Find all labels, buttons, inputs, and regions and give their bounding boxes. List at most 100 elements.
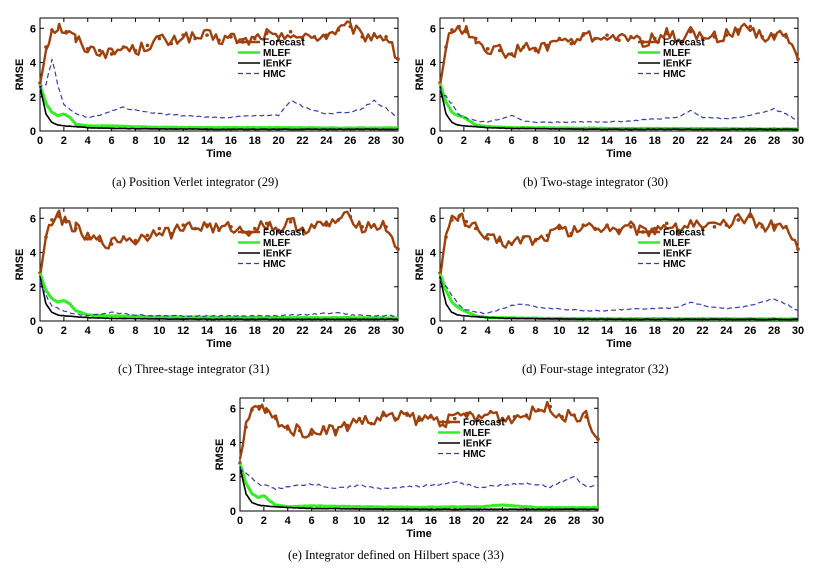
forecast-point bbox=[509, 242, 514, 246]
x-tick-label: 20 bbox=[473, 515, 485, 527]
legend-marker bbox=[247, 40, 251, 44]
chart-svg-e: 0 2 4 6 8 10 12 14 16 18 20 22 24 26 28 300246TimeRMSEF… bbox=[214, 397, 604, 540]
y-tick-label: 4 bbox=[30, 58, 37, 70]
caption-e: (e) Integrator defined on Hilbert space … bbox=[288, 548, 504, 562]
forecast-point bbox=[333, 428, 338, 433]
x-tick-label: 22 bbox=[296, 325, 308, 337]
chart-svg-c: 0 2 4 6 8 10 12 14 16 18 20 22 24 26 28 300246TimeRMSEF… bbox=[14, 207, 404, 350]
forecast-point bbox=[253, 226, 257, 231]
chart-svg-d: 0 2 4 6 8 10 12 14 16 18 20 22 24 26 28 300246TimeRMSEF… bbox=[414, 207, 804, 350]
forecast-point bbox=[276, 38, 281, 43]
forecast-point bbox=[50, 28, 54, 32]
x-tick-label: 20 bbox=[273, 325, 285, 337]
x-tick-label: 0 bbox=[437, 325, 443, 337]
forecast-point bbox=[205, 33, 209, 37]
x-axis-label: Time bbox=[606, 338, 631, 350]
x-tick-label: 28 bbox=[368, 135, 380, 147]
series-line-mlef bbox=[38, 272, 399, 320]
x-tick-label: 0 bbox=[37, 325, 43, 337]
x-tick-label: 10 bbox=[153, 135, 165, 147]
forecast-point bbox=[217, 228, 221, 233]
forecast-point bbox=[372, 33, 376, 37]
forecast-point bbox=[476, 418, 481, 423]
forecast-point bbox=[64, 219, 69, 224]
forecast-point bbox=[336, 28, 341, 32]
forecast-point bbox=[57, 214, 61, 219]
x-tick-label: 30 bbox=[792, 325, 804, 337]
legend-marker bbox=[247, 230, 251, 234]
forecast-point bbox=[676, 228, 681, 233]
y-tick-label: 2 bbox=[230, 472, 236, 484]
legend-label-mlef: MLEF bbox=[263, 48, 290, 59]
forecast-point bbox=[181, 223, 185, 227]
forecast-point bbox=[57, 24, 61, 29]
x-tick-label: 16 bbox=[625, 135, 637, 147]
forecast-point bbox=[217, 38, 221, 43]
legend-label-ienkf: IEnKF bbox=[263, 249, 292, 260]
forecast-point bbox=[688, 219, 693, 224]
x-tick-label: 16 bbox=[225, 325, 237, 337]
x-tick-label: 16 bbox=[425, 515, 437, 527]
forecast-point bbox=[44, 235, 48, 239]
x-tick-label: 18 bbox=[249, 325, 261, 337]
forecast-point bbox=[288, 219, 293, 224]
series-line-mlef bbox=[438, 272, 799, 321]
x-axis-label: Time bbox=[406, 528, 431, 540]
forecast-point bbox=[457, 214, 461, 219]
x-tick-label: 24 bbox=[520, 515, 533, 527]
forecast-point bbox=[74, 226, 78, 231]
x-tick-label: 18 bbox=[449, 515, 461, 527]
chart-svg-b: 0 2 4 6 8 10 12 14 16 18 20 22 24 26 28 300246TimeRMSEF… bbox=[414, 17, 804, 160]
y-tick-label: 0 bbox=[230, 506, 236, 518]
x-tick-label: 4 bbox=[285, 515, 292, 527]
y-tick-label: 4 bbox=[430, 58, 437, 70]
caption-c: (c) Three-stage integrator (31) bbox=[118, 362, 270, 376]
forecast-point bbox=[593, 226, 597, 231]
forecast-point bbox=[97, 48, 102, 53]
x-tick-label: 8 bbox=[332, 515, 338, 527]
forecast-point bbox=[617, 228, 621, 233]
x-tick-label: 12 bbox=[577, 325, 589, 337]
forecast-point bbox=[145, 43, 150, 48]
x-tick-label: 30 bbox=[392, 135, 404, 147]
forecast-point bbox=[324, 33, 329, 37]
forecast-point bbox=[605, 223, 609, 227]
forecast-point bbox=[712, 225, 717, 229]
forecast-point bbox=[324, 223, 329, 227]
forecast-point bbox=[569, 41, 574, 46]
forecast-point bbox=[133, 238, 138, 243]
y-tick-label: 2 bbox=[430, 282, 436, 294]
forecast-point bbox=[748, 24, 753, 29]
series-line-forecast bbox=[38, 209, 399, 278]
y-axis-label: RMSE bbox=[14, 249, 26, 281]
forecast-point bbox=[464, 219, 469, 224]
forecast-point bbox=[393, 416, 397, 421]
series-line-ienkf bbox=[39, 276, 399, 321]
x-tick-label: 2 bbox=[61, 325, 67, 337]
x-tick-label: 22 bbox=[696, 135, 708, 147]
legend-marker bbox=[647, 40, 651, 44]
x-tick-label: 6 bbox=[109, 325, 115, 337]
x-tick-label: 18 bbox=[649, 135, 661, 147]
chart-svg-a: 0 2 4 6 8 10 12 14 16 18 20 22 24 26 28 300246TimeRMSEF… bbox=[14, 17, 404, 160]
series-line-forecast bbox=[38, 20, 399, 85]
legend-label-forecast: Forecast bbox=[263, 38, 305, 49]
legend-label-ienkf: IEnKF bbox=[263, 59, 292, 70]
forecast-point bbox=[244, 425, 248, 429]
legend-label-mlef: MLEF bbox=[463, 428, 490, 439]
forecast-point bbox=[560, 415, 564, 419]
x-tick-label: 16 bbox=[625, 325, 637, 337]
forecast-point bbox=[417, 418, 421, 423]
forecast-point bbox=[312, 225, 317, 229]
forecast-point bbox=[488, 409, 493, 414]
forecast-point bbox=[285, 427, 290, 431]
series-line-mlef bbox=[438, 82, 799, 131]
x-tick-label: 20 bbox=[273, 135, 285, 147]
legend-label-forecast: Forecast bbox=[663, 38, 705, 49]
forecast-point bbox=[264, 31, 269, 36]
legend-label-hmc: HMC bbox=[263, 259, 286, 270]
x-tick-label: 6 bbox=[309, 515, 315, 527]
forecast-point bbox=[109, 52, 114, 56]
x-axis-label: Time bbox=[206, 338, 231, 350]
x-tick-label: 24 bbox=[720, 325, 733, 337]
